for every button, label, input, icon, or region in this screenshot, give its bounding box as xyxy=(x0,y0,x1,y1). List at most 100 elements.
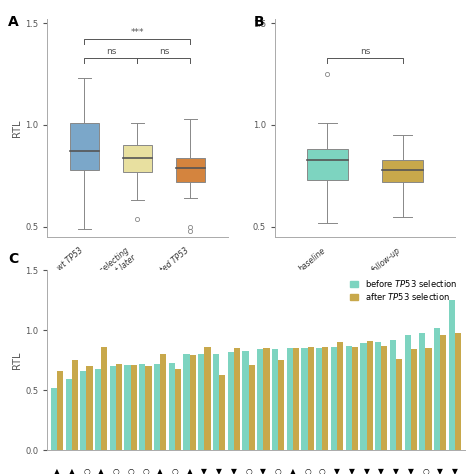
Text: ○: ○ xyxy=(422,467,429,474)
Text: ○: ○ xyxy=(172,467,178,474)
Bar xyxy=(123,146,152,172)
Y-axis label: RTL: RTL xyxy=(12,119,22,137)
Bar xyxy=(70,123,99,170)
Bar xyxy=(322,347,328,450)
Bar xyxy=(390,340,396,450)
Bar xyxy=(272,349,278,450)
Text: mutated TP53: mutated TP53 xyxy=(143,246,191,287)
Text: ▲: ▲ xyxy=(98,467,104,474)
Bar xyxy=(183,354,190,450)
Bar xyxy=(316,348,322,450)
Bar xyxy=(434,328,440,450)
Text: ns: ns xyxy=(106,46,116,55)
Bar xyxy=(381,346,387,450)
Text: ▲: ▲ xyxy=(54,467,60,474)
Bar xyxy=(95,369,101,450)
Bar xyxy=(404,335,411,450)
Bar xyxy=(80,371,86,450)
Bar xyxy=(154,364,160,450)
Text: ▼: ▼ xyxy=(231,467,237,474)
Text: ▼: ▼ xyxy=(216,467,222,474)
Bar xyxy=(248,365,255,450)
Text: ns: ns xyxy=(159,46,169,55)
Bar xyxy=(57,371,63,450)
Bar xyxy=(160,354,166,450)
Bar xyxy=(352,347,358,450)
Bar xyxy=(213,354,219,450)
Bar xyxy=(110,366,116,450)
Bar xyxy=(139,364,146,450)
Bar xyxy=(125,365,131,450)
Bar xyxy=(337,342,343,450)
Bar xyxy=(146,366,152,450)
Text: ▼: ▼ xyxy=(201,467,207,474)
Bar xyxy=(301,348,308,450)
Bar xyxy=(287,348,293,450)
Text: follow-up: follow-up xyxy=(370,246,402,275)
Bar xyxy=(175,369,181,450)
Legend: before $\it{TP53}$ selection, after $\it{TP53}$ selection: before $\it{TP53}$ selection, after $\it… xyxy=(346,274,460,306)
Bar xyxy=(449,300,455,450)
Text: ns: ns xyxy=(360,46,370,55)
Bar xyxy=(242,351,248,450)
Text: ○: ○ xyxy=(113,467,119,474)
Text: wt TP53, selecting
TP53 mut later: wt TP53, selecting TP53 mut later xyxy=(71,246,137,306)
Text: B: B xyxy=(253,15,264,28)
Text: ▼: ▼ xyxy=(349,467,355,474)
Bar xyxy=(419,333,426,450)
Text: ▼: ▼ xyxy=(334,467,340,474)
Text: ▲: ▲ xyxy=(290,467,296,474)
Text: ▼: ▼ xyxy=(437,467,443,474)
Bar xyxy=(360,344,366,450)
Bar xyxy=(116,364,122,450)
Bar xyxy=(331,347,337,450)
Y-axis label: RTL: RTL xyxy=(12,352,22,369)
Text: ▼: ▼ xyxy=(378,467,384,474)
Bar xyxy=(426,348,432,450)
Bar xyxy=(234,348,240,450)
Text: ▼: ▼ xyxy=(408,467,414,474)
Text: ▼: ▼ xyxy=(393,467,399,474)
Bar xyxy=(204,347,210,450)
Text: ▼: ▼ xyxy=(260,467,266,474)
Bar xyxy=(86,366,92,450)
Text: ○: ○ xyxy=(142,467,149,474)
Text: ▲: ▲ xyxy=(69,467,75,474)
Bar xyxy=(308,347,314,450)
Bar xyxy=(72,360,78,450)
Bar xyxy=(382,160,423,182)
Bar xyxy=(411,349,417,450)
Bar xyxy=(219,374,225,450)
Text: ○: ○ xyxy=(83,467,90,474)
Bar xyxy=(176,157,205,182)
Text: ○: ○ xyxy=(275,467,282,474)
Bar xyxy=(264,348,270,450)
Text: baseline: baseline xyxy=(297,246,328,273)
Bar xyxy=(396,359,402,450)
Text: ○: ○ xyxy=(245,467,252,474)
Bar xyxy=(307,149,348,180)
Bar xyxy=(131,365,137,450)
Bar xyxy=(228,352,234,450)
Bar xyxy=(366,341,373,450)
Text: ▲: ▲ xyxy=(187,467,192,474)
Bar xyxy=(65,380,72,450)
Text: ***: *** xyxy=(131,28,144,37)
Text: C: C xyxy=(8,252,18,266)
Bar xyxy=(169,363,175,450)
Bar xyxy=(375,342,381,450)
Text: A: A xyxy=(8,15,18,28)
Bar xyxy=(278,360,284,450)
Text: ▲: ▲ xyxy=(157,467,163,474)
Text: ○: ○ xyxy=(319,467,326,474)
Text: ▼: ▼ xyxy=(452,467,458,474)
Bar xyxy=(293,348,299,450)
Bar xyxy=(440,335,447,450)
Bar xyxy=(257,349,264,450)
Bar xyxy=(346,346,352,450)
Text: ○: ○ xyxy=(128,467,134,474)
Bar xyxy=(455,333,461,450)
Text: wt TP53: wt TP53 xyxy=(55,246,84,272)
Text: ▼: ▼ xyxy=(364,467,369,474)
Text: ○: ○ xyxy=(304,467,311,474)
